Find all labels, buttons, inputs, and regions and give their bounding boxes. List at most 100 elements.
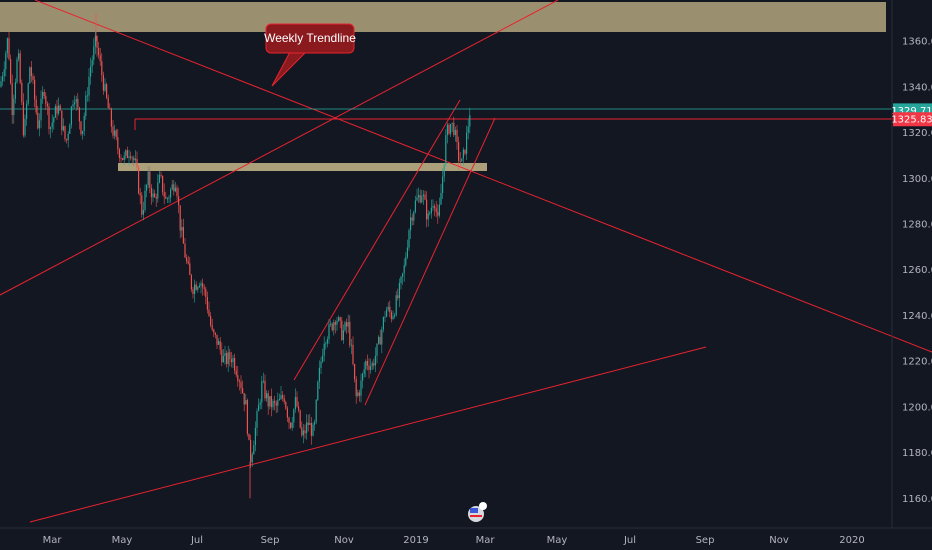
candle — [149, 166, 151, 193]
channel-upper-line[interactable] — [293, 99, 461, 381]
candle-body — [147, 171, 149, 185]
candle-body — [205, 288, 207, 298]
candle-body — [198, 285, 200, 288]
candle-body — [0, 81, 2, 87]
candle — [8, 32, 10, 61]
candle — [381, 326, 383, 354]
candle-body — [280, 395, 282, 400]
candle — [222, 349, 224, 363]
candle-body — [307, 422, 309, 425]
candle — [325, 341, 327, 350]
candle — [117, 128, 119, 155]
candle-body — [402, 273, 404, 277]
candle — [142, 201, 144, 221]
candle — [216, 334, 218, 349]
candle-body — [386, 309, 388, 317]
candle — [86, 87, 88, 102]
candle — [133, 155, 135, 167]
candle — [378, 335, 380, 345]
logo-badge — [479, 502, 487, 510]
candle — [342, 324, 344, 344]
candle-body — [226, 353, 228, 364]
tradingview-logo-icon[interactable] — [468, 502, 487, 522]
candle-body — [408, 230, 410, 248]
rising-support-line-long[interactable] — [0, 0, 559, 296]
candle — [14, 78, 16, 104]
weekly-trendline-callout[interactable]: Weekly Trendline — [264, 23, 356, 87]
candle-body — [381, 329, 383, 345]
candle — [176, 184, 178, 201]
candle — [40, 90, 42, 129]
time-axis[interactable]: Mar May Jul Sep Nov 2019 Mar May Jul Sep Nov 2020 — [43, 535, 865, 546]
candle-body — [136, 158, 138, 168]
candle — [130, 151, 132, 161]
candle-body — [227, 352, 229, 364]
candle — [419, 189, 421, 204]
candle — [451, 122, 453, 133]
candle — [245, 394, 247, 405]
candle — [203, 284, 205, 296]
candle — [48, 103, 50, 135]
candle-body — [413, 211, 415, 221]
candle — [269, 396, 271, 410]
candle — [338, 315, 340, 323]
candle — [304, 424, 306, 439]
candle — [280, 386, 282, 401]
time-tick-label: Nov — [769, 535, 789, 546]
channel-lower-line[interactable] — [364, 117, 496, 406]
candle-body — [397, 295, 399, 299]
candle — [464, 149, 466, 156]
candle-body — [240, 381, 242, 389]
candle — [336, 317, 338, 331]
callout-box — [265, 23, 355, 54]
candle — [131, 155, 133, 165]
candle — [467, 118, 469, 140]
candle-body — [315, 399, 317, 423]
candle-body — [301, 427, 303, 436]
candle-body — [462, 149, 464, 159]
candle — [62, 118, 64, 132]
candle-body — [347, 321, 349, 327]
candle-body — [46, 103, 48, 107]
candle — [421, 189, 423, 204]
candle — [24, 114, 26, 138]
candle-body — [219, 341, 221, 350]
candle — [160, 171, 162, 179]
candle — [102, 71, 104, 95]
candle — [392, 310, 394, 321]
candle-body — [34, 79, 36, 100]
candle-body — [278, 399, 280, 401]
candle — [2, 72, 4, 86]
candle — [267, 390, 269, 415]
candle — [91, 55, 93, 73]
candle-body — [77, 98, 79, 108]
candle-body — [437, 212, 439, 216]
candle — [112, 119, 114, 139]
candle — [37, 105, 39, 130]
weekly-trendline[interactable] — [34, 0, 932, 353]
candle — [283, 394, 285, 405]
price-axis[interactable]: 1160.00 1180.00 1200.00 1220.00 1240.00 1260.… — [902, 37, 932, 505]
candle — [34, 75, 36, 108]
candle — [170, 187, 172, 203]
candle — [197, 285, 199, 293]
candle-body — [146, 184, 148, 191]
candle — [173, 179, 175, 196]
candle-body — [382, 317, 384, 330]
candle — [459, 152, 461, 167]
candle-body — [195, 284, 197, 290]
candle-body — [306, 422, 308, 434]
candle — [35, 95, 37, 116]
resistance-zone-mid — [118, 163, 487, 171]
candle — [21, 79, 23, 105]
candle — [357, 389, 359, 398]
candle — [178, 187, 180, 214]
candle-body — [190, 275, 192, 290]
candle — [56, 99, 58, 120]
candle-body — [406, 247, 408, 258]
candle-body — [344, 322, 346, 331]
bottom-support-line[interactable] — [29, 346, 707, 523]
candle — [443, 164, 445, 182]
candle-body — [310, 422, 312, 436]
